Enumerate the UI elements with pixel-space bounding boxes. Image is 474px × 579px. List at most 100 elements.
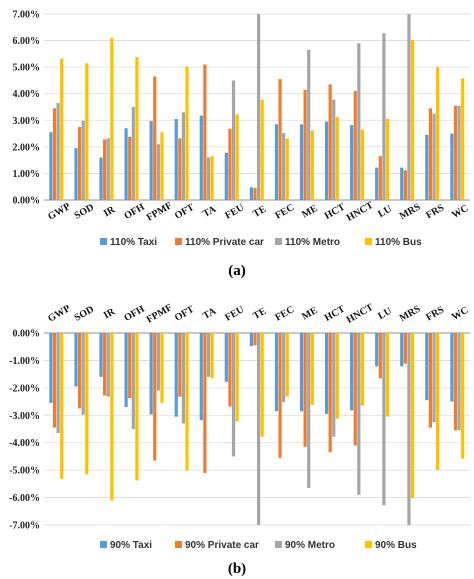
bar-private-car [228,128,232,200]
bar-private-car [378,156,382,200]
category-label: HNCT [345,200,376,224]
bar-bus [410,40,415,200]
bar-taxi [249,333,253,347]
legend-label: 90% Private car [185,540,259,551]
bar-private-car [353,333,357,446]
bar-bus [60,333,64,479]
panel-label: (b) [228,561,246,577]
category-label: WC [450,305,470,323]
bar-taxi [324,121,329,200]
bar-bus [85,63,89,201]
bar-bus [235,114,239,200]
bar-private-car [153,76,157,200]
bar-bus [436,67,440,201]
bar-bus [410,333,415,499]
legend-label: 110% Taxi [110,237,157,248]
bar-private-car [77,126,82,200]
bar-metro [106,138,110,200]
bar-metro [231,80,236,200]
legend-label: 110% Metro [285,237,340,248]
bar-bus [285,138,289,200]
legend-label: 110% Bus [375,237,422,248]
category-label: FEC [273,202,296,222]
bar-metro [131,107,135,200]
category-label: MRS [398,303,423,324]
bar-private-car [353,91,357,200]
bar-private-car [428,333,433,428]
bar-metro [432,113,436,200]
bar-taxi [249,187,253,200]
bar-taxi [375,167,379,200]
bar-taxi [425,333,429,401]
bar-metro [156,333,160,391]
chart-panel-a: 0.00% 1.00% 2.00% 3.00% 4.00% 5.00% 6.00% 7.00%… [13,10,471,280]
category-label: LU [376,306,394,322]
bar-taxi [375,333,379,367]
category-label: GWP [46,303,72,324]
bar-metro [282,133,286,200]
bar-taxi [299,333,304,412]
bar-metro [382,333,386,506]
bar-bus [260,333,264,437]
bar-metro [56,103,60,200]
bar-bus [135,57,139,200]
bar-private-car [403,170,407,200]
bar-private-car [178,138,182,200]
bar-taxi [174,118,178,200]
bar-private-car [428,108,433,200]
bar-metro [131,333,135,429]
legend-label: 90% Taxi [110,540,152,551]
y-tick-label: -5.00% [9,466,40,477]
bar-taxi [49,132,53,200]
bar-private-car [128,333,132,399]
bar-taxi [99,157,103,200]
bar-metro [357,333,361,495]
category-label: TA [201,305,219,321]
legend-swatch [365,541,372,548]
bar-bus [310,130,314,200]
category-label: HNCT [345,302,376,326]
bar-taxi [274,124,279,200]
bar-taxi [149,333,153,415]
bar-taxi [299,124,304,200]
bar-metro [457,333,461,431]
bar-bus [310,333,314,405]
y-tick-label: 3.00% [13,116,41,127]
bar-metro [357,43,361,200]
bar-bus [160,333,164,403]
y-tick-label: -4.00% [9,438,40,449]
category-label: TE [251,204,268,220]
bar-bus [235,333,239,422]
chart-panel-b: 0.00% -1.00% -2.00% -3.00% -4.00% -5.00% -6.00… [9,302,470,577]
bar-taxi [324,333,329,414]
bar-private-car [103,139,107,200]
bar-private-car [303,333,307,447]
bar-private-car [253,333,257,346]
bar-metro [407,333,411,525]
bar-taxi [149,121,153,200]
category-label: IR [102,306,118,321]
bar-taxi [274,333,279,412]
y-tick-label: -2.00% [9,383,40,394]
legend-swatch [100,238,107,245]
bar-private-car [128,136,132,200]
bar-private-car [228,333,232,407]
bar-bus [85,333,89,475]
legend-swatch [175,238,182,245]
bar-private-car [203,64,207,200]
y-tick-label: 1.00% [13,169,41,180]
bar-bus [385,333,390,417]
bar-metro [332,99,336,200]
bar-bus [60,58,64,200]
bar-bus [135,333,139,481]
bar-bus [461,333,465,459]
bar-metro [407,14,411,200]
category-label: WC [450,203,470,221]
bar-metro [257,333,261,525]
bar-bus [260,99,264,200]
bar-private-car [203,333,207,473]
bar-taxi [450,133,454,200]
legend-swatch [365,238,372,245]
category-label: FEC [273,304,296,324]
bar-bus [160,132,164,200]
